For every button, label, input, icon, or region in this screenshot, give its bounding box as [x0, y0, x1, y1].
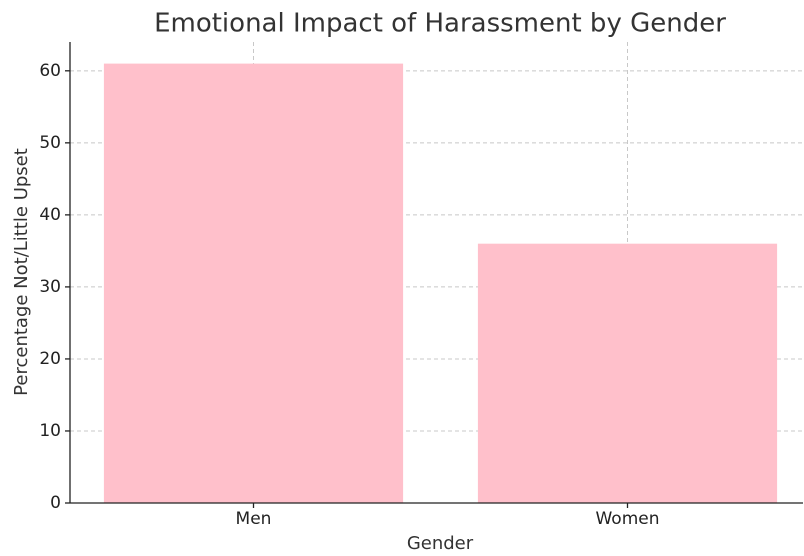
x-tick-label: Men	[236, 509, 272, 529]
y-tick-label: 0	[50, 493, 61, 513]
bar	[103, 63, 404, 503]
y-tick-label: 10	[39, 421, 61, 441]
y-tick-label: 40	[39, 205, 61, 225]
y-tick-label: 30	[39, 277, 61, 297]
bar	[477, 243, 778, 503]
chart-title: Emotional Impact of Harassment by Gender	[154, 9, 726, 39]
y-tick-label: 50	[39, 133, 61, 153]
y-tick-label: 20	[39, 349, 61, 369]
y-tick-label: 60	[39, 61, 61, 81]
y-axis-label: Percentage Not/Little Upset	[11, 148, 32, 396]
x-tick-label: Women	[595, 509, 659, 529]
x-axis-label: Gender	[407, 533, 474, 554]
